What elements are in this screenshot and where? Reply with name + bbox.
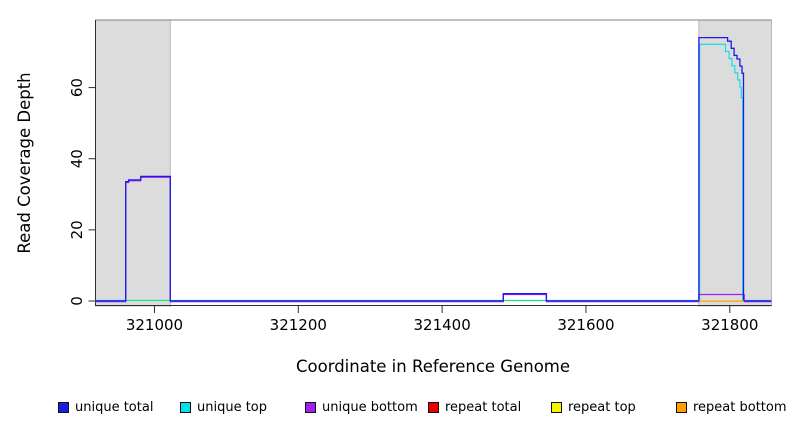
- chart-legend: unique total unique top unique bottom re…: [0, 398, 792, 422]
- x-tick-label: 321200: [270, 316, 327, 334]
- legend-label: repeat bottom: [693, 399, 787, 415]
- x-axis-title: Coordinate in Reference Genome: [296, 357, 570, 376]
- y-tick-label: 40: [68, 149, 86, 168]
- legend-label: repeat total: [445, 399, 522, 415]
- repeat-bottom-swatch-icon: [676, 401, 687, 413]
- legend-item-unique-top: unique top: [180, 398, 267, 416]
- legend-item-repeat-bottom: repeat bottom: [676, 398, 787, 416]
- chart-canvas: 321000 321200 321400 321600 321800 0 20 40 60 Re…: [15, 19, 773, 376]
- y-axis-title: Read Coverage Depth: [15, 72, 34, 253]
- legend-item-unique-total: unique total: [58, 398, 153, 416]
- legend-label: unique bottom: [322, 399, 418, 415]
- legend-label: unique total: [75, 399, 154, 415]
- shaded-region: [698, 19, 773, 307]
- x-tick-label: 321800: [701, 316, 758, 334]
- legend-label: unique top: [197, 399, 268, 415]
- legend-item-repeat-total: repeat total: [428, 398, 521, 416]
- unique-top-line: [95, 43, 772, 301]
- y-tick-label: 60: [68, 78, 86, 97]
- legend-item-unique-bottom: unique bottom: [305, 398, 418, 416]
- x-tick-label: 321600: [557, 316, 614, 334]
- legend-item-repeat-top: repeat top: [551, 398, 636, 416]
- repeat-total-swatch-icon: [428, 401, 439, 413]
- legend-label: repeat top: [568, 399, 636, 415]
- repeat-top-swatch-icon: [551, 401, 562, 413]
- unique-top-swatch-icon: [180, 401, 191, 413]
- unique-bottom-swatch-icon: [305, 401, 316, 413]
- y-tick-label: 20: [68, 220, 86, 239]
- x-tick-label: 321000: [126, 316, 183, 334]
- shaded-region: [95, 19, 171, 307]
- plot-area: 321000 321200 321400 321600 321800 0 20 40 60: [68, 19, 773, 334]
- unique-total-swatch-icon: [58, 401, 69, 413]
- unique-bottom-line: [95, 176, 772, 303]
- x-tick-label: 321400: [413, 316, 470, 334]
- y-tick-label: 0: [68, 296, 86, 306]
- unique-total-line: [95, 36, 772, 302]
